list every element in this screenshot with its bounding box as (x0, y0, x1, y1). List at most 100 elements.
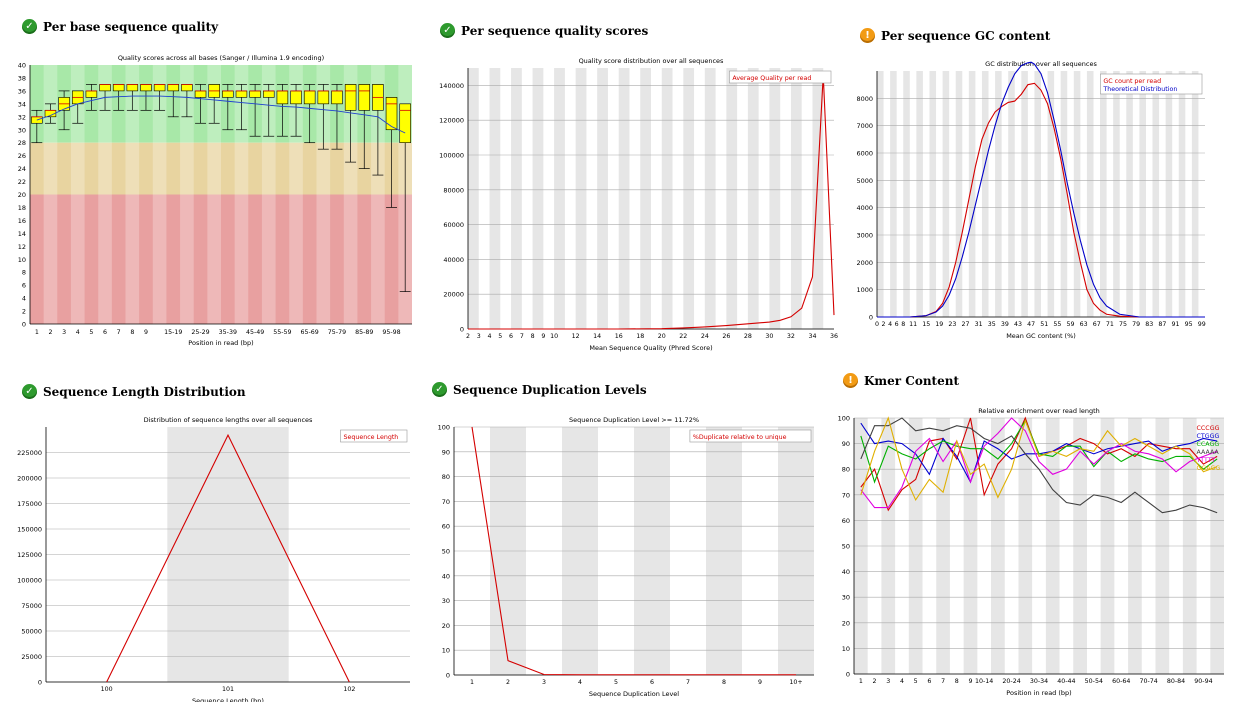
y-tick-label: 25000 (21, 653, 42, 661)
x-tick-label: 7 (686, 679, 690, 686)
y-tick-label: 90 (442, 448, 450, 456)
y-tick-label: 8 (22, 269, 26, 277)
box (358, 84, 371, 111)
x-tick-label: 4 (888, 321, 892, 328)
y-tick-label: 40 (18, 62, 26, 70)
y-tick-label: 40000 (443, 256, 464, 264)
box (303, 90, 316, 105)
background-stripe (125, 65, 140, 324)
x-tick-label: 55-59 (273, 329, 291, 336)
y-tick-label: 50 (842, 543, 850, 551)
x-tick-label: 39 (1001, 321, 1009, 328)
x-tick-label: 12 (572, 333, 580, 340)
legend-item: CCCGG (1197, 425, 1220, 432)
legend-item: CCAGG (1197, 441, 1220, 448)
check-icon: ✓ (432, 382, 447, 397)
x-tick-label: 95 (1185, 321, 1193, 328)
legend-item: Average Quality per read (732, 75, 811, 82)
y-tick-label: 40 (842, 568, 850, 576)
y-tick-label: 10 (18, 256, 26, 264)
y-tick-label: 3000 (856, 232, 873, 240)
background-stripe (343, 65, 358, 324)
legend-item: GC count per read (1103, 78, 1161, 85)
x-tick-label: 18 (636, 333, 644, 340)
background-stripe (1191, 71, 1199, 317)
x-tick-label: 5 (614, 679, 618, 686)
x-tick-label: 99 (1198, 321, 1206, 328)
y-tick-label: 6000 (856, 150, 873, 158)
background-stripe (995, 71, 1002, 317)
x-axis-label: Position in read (bp) (1006, 689, 1071, 697)
background-stripe (1008, 71, 1015, 317)
x-tick-label: 15-19 (164, 329, 182, 336)
y-tick-label: 175000 (17, 500, 42, 508)
x-tick-label: 6 (103, 329, 107, 336)
y-tick-label: 150000 (17, 526, 42, 534)
background-stripe (769, 68, 781, 329)
legend-item: TTTTT (1196, 457, 1216, 464)
background-stripe (942, 71, 950, 317)
chart-title: Distribution of sequence lengths over al… (144, 416, 313, 424)
y-tick-label: 7000 (856, 122, 873, 130)
background-stripe (1113, 71, 1120, 317)
background-stripe (726, 68, 738, 329)
x-tick-label: 95-98 (382, 329, 400, 336)
x-tick-label: 9 (144, 329, 148, 336)
y-tick-label: 38 (18, 74, 26, 82)
background-stripe (511, 68, 522, 329)
box (317, 90, 330, 105)
x-tick-label: 71 (1106, 321, 1114, 328)
background-stripe (929, 71, 937, 317)
seq-quality-chart: Quality score distribution over all sequ… (439, 57, 838, 352)
y-tick-label: 60 (842, 517, 850, 525)
x-axis-label: Sequence Length (bp) (192, 697, 264, 702)
x-tick-label: 45-49 (246, 329, 264, 336)
x-axis-label: Position in read (bp) (188, 339, 253, 347)
x-tick-label: 59 (1067, 321, 1075, 328)
x-tick-label: 28 (744, 333, 752, 340)
x-tick-label: 22 (679, 333, 687, 340)
background-stripe (747, 68, 759, 329)
x-tick-label: 36 (830, 333, 838, 340)
x-tick-label: 47 (1027, 321, 1035, 328)
y-tick-label: 225000 (17, 449, 42, 457)
x-tick-label: 4 (900, 678, 904, 685)
box (126, 84, 139, 92)
box (249, 90, 261, 98)
box (112, 84, 125, 92)
background-stripe (683, 68, 695, 329)
series-line (877, 82, 1205, 318)
box (399, 103, 411, 143)
x-tick-label: 25-29 (191, 329, 209, 336)
y-tick-label: 50000 (21, 628, 42, 636)
background-stripe (704, 68, 716, 329)
x-tick-label: 60-64 (1112, 678, 1130, 685)
background-stripe (152, 65, 167, 324)
y-tick-label: 34 (18, 100, 26, 108)
x-tick-label: 67 (1093, 321, 1101, 328)
x-tick-label: 2 (882, 321, 886, 328)
y-tick-label: 50 (442, 548, 450, 556)
mean-line (36, 95, 406, 134)
y-tick-label: 12 (18, 243, 26, 251)
x-tick-label: 1 (470, 679, 474, 686)
quality-band (30, 194, 412, 324)
x-tick-label: 23 (948, 321, 956, 328)
check-icon: ✓ (22, 384, 37, 399)
background-stripe (575, 68, 587, 329)
background-stripe (316, 65, 331, 324)
background-stripe (70, 65, 85, 324)
x-tick-label: 4 (76, 329, 80, 336)
series-line (471, 426, 796, 676)
series-line (860, 416, 1218, 502)
y-tick-label: 70 (442, 498, 450, 506)
x-tick-label: 9 (758, 679, 762, 686)
chart-title: Sequence Duplication Level >= 11.72% (569, 416, 699, 424)
x-tick-label: 3 (62, 329, 66, 336)
x-tick-label: 75 (1119, 321, 1127, 328)
y-tick-label: 2000 (856, 259, 873, 267)
chart-title: Quality score distribution over all sequ… (579, 57, 724, 65)
y-tick-label: 22 (18, 178, 26, 186)
y-tick-label: 2 (22, 308, 26, 316)
panel-title: Sequence Length Distribution (43, 384, 246, 399)
